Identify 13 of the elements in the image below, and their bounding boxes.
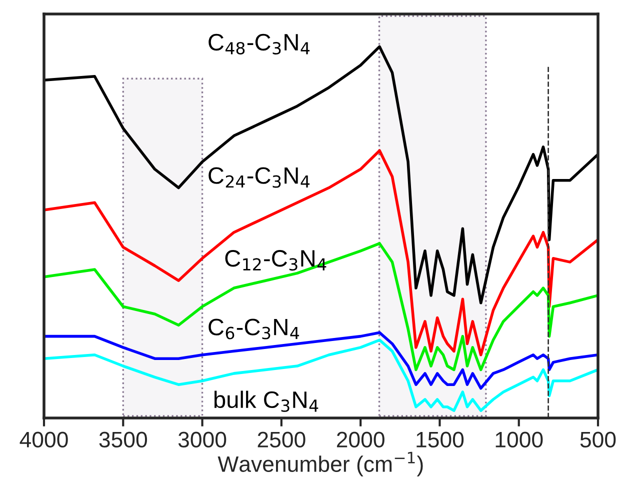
series-label: C$_{24}$-C$_{3}$N$_{4}$: [208, 167, 310, 188]
x-tick-label: 500: [580, 432, 616, 448]
x-tick-label: 1500: [416, 432, 464, 448]
x-tick-label: 3500: [99, 432, 147, 448]
x-axis-title: Wavenumber (cm$^{−1}$): [218, 452, 423, 476]
series-label: C$_{48}$-C$_{3}$N$_{4}$: [208, 34, 310, 54]
x-tick-label: 2500: [258, 432, 306, 448]
x-tick-label: 4000: [20, 432, 68, 448]
x-tick-label: 3000: [178, 432, 226, 448]
x-tick-label: 2000: [336, 432, 384, 448]
x-tick-label: 1000: [496, 432, 543, 448]
series-label: bulk C$_{3}$N$_{4}$: [214, 390, 318, 412]
series-label: C$_{6}$-C$_{3}$N$_{4}$: [208, 318, 300, 340]
